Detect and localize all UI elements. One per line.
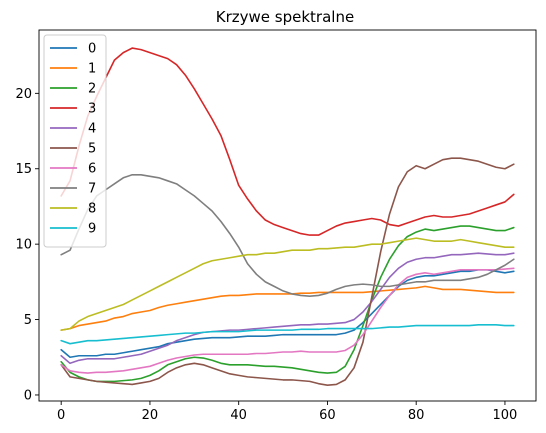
legend: 0 1 2 3 4 5 6 7 8 9 xyxy=(43,34,107,248)
x-tick-label: 60 xyxy=(319,408,336,423)
legend-label-6: 6 xyxy=(88,162,96,177)
legend-label-3: 3 xyxy=(88,102,96,117)
series-line-4 xyxy=(60,252,515,365)
legend-box xyxy=(43,34,107,248)
x-tick-label: 80 xyxy=(408,408,425,423)
x-tick-label: 0 xyxy=(57,408,65,423)
legend-label-2: 2 xyxy=(88,82,96,97)
series-line-0 xyxy=(60,268,515,359)
y-tick-label: 15 xyxy=(15,162,32,177)
series-layer xyxy=(60,47,515,386)
legend-label-7: 7 xyxy=(88,182,96,197)
y-tick-label: 5 xyxy=(24,313,32,328)
x-tick-label: 100 xyxy=(493,408,518,423)
x-tick-label: 40 xyxy=(230,408,247,423)
legend-label-9: 9 xyxy=(88,222,96,237)
x-tick-label: 20 xyxy=(142,408,159,423)
legend-label-4: 4 xyxy=(88,122,96,137)
series-line-1 xyxy=(60,285,515,331)
legend-label-5: 5 xyxy=(88,142,96,157)
series-line-5 xyxy=(60,157,515,386)
series-line-9 xyxy=(60,324,515,345)
series-line-8 xyxy=(60,237,515,331)
legend-label-8: 8 xyxy=(88,202,96,217)
legend-label-0: 0 xyxy=(88,42,96,57)
series-line-6 xyxy=(60,267,515,374)
y-tick-label: 0 xyxy=(24,388,32,403)
series-line-3 xyxy=(60,47,515,236)
legend-label-1: 1 xyxy=(88,62,96,77)
y-tick-label: 20 xyxy=(15,87,32,102)
chart-title: Krzywe spektralne xyxy=(216,8,354,26)
series-line-2 xyxy=(60,225,515,383)
axes-frame xyxy=(38,29,537,402)
series-line-7 xyxy=(60,173,515,297)
y-tick-label: 10 xyxy=(15,238,32,253)
